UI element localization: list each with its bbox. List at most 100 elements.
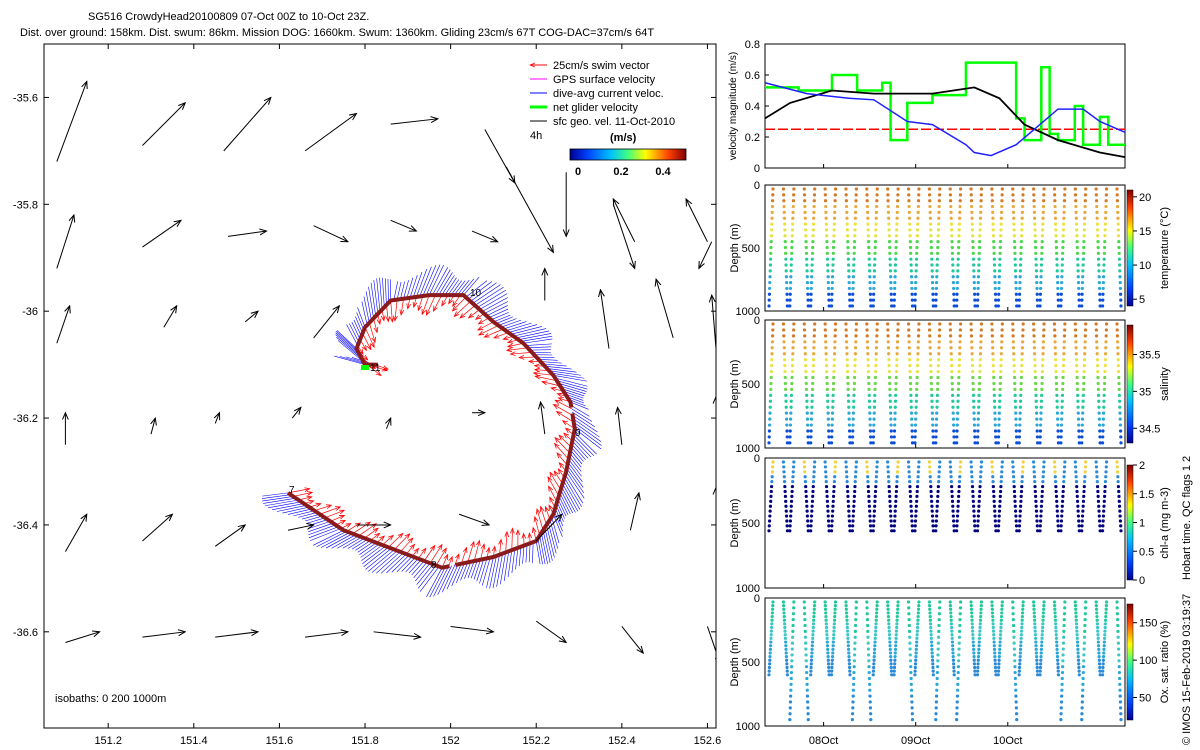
profile-point: [771, 607, 775, 611]
profile-point: [1053, 607, 1057, 611]
profile-point: [1060, 280, 1064, 285]
profile-point: [1019, 499, 1023, 503]
profile-point: [977, 269, 981, 273]
profile-point: [907, 606, 911, 610]
profile-point: [768, 399, 773, 403]
profile-point: [914, 504, 918, 508]
profile-point: [1074, 346, 1078, 350]
current-vector: [302, 513, 320, 520]
profile-point: [1034, 509, 1039, 513]
profile-point: [913, 286, 918, 291]
profile-point: [1081, 411, 1085, 415]
profile-point: [1060, 676, 1064, 681]
profile-point: [826, 286, 831, 291]
profile-point: [956, 504, 960, 508]
profile-point: [1056, 423, 1060, 427]
profile-point: [972, 405, 976, 409]
x-tick-label: 152.2: [522, 735, 550, 747]
current-vector: [417, 565, 437, 589]
profile-point: [788, 524, 792, 528]
profile-point: [889, 665, 893, 670]
profile-point: [1033, 352, 1037, 356]
profile-point: [832, 629, 836, 633]
profile-point: [823, 604, 827, 608]
profile-point: [916, 607, 921, 611]
current-vector: [540, 361, 562, 364]
profile-point: [993, 280, 997, 285]
profile-point: [1034, 387, 1038, 391]
current-vector: [470, 282, 497, 302]
profile-point: [1117, 665, 1121, 669]
profile-point: [1034, 245, 1038, 250]
profile-point: [1115, 322, 1119, 326]
profile-point: [782, 340, 786, 344]
profile-point: [790, 234, 794, 238]
profile-point: [868, 405, 872, 409]
swim-vector: [479, 325, 499, 334]
colorbar-label: chl-a (mg m-3): [1159, 487, 1171, 559]
profile-point: [931, 673, 935, 677]
profile-point: [853, 352, 857, 356]
profile-point: [950, 381, 954, 386]
profile-point: [973, 673, 977, 677]
title-line-2: Dist. over ground: 158km. Dist. swum: 86…: [20, 27, 654, 39]
profile-point: [783, 494, 788, 498]
current-vector: [568, 459, 582, 477]
profile-point: [804, 494, 808, 498]
profile-point: [955, 435, 959, 439]
profile-point: [1059, 429, 1063, 433]
profile-point: [830, 429, 834, 433]
profile-point: [952, 429, 956, 433]
profile-point: [1015, 529, 1019, 533]
profile-point: [830, 655, 835, 659]
profile-point: [894, 633, 898, 637]
geo-vector: [450, 625, 494, 631]
profile-point: [893, 519, 897, 523]
profile-point: [993, 665, 998, 670]
profile-point: [951, 651, 955, 655]
profile-point: [978, 625, 982, 630]
profile-point: [825, 633, 829, 637]
profile-point: [789, 399, 793, 403]
profile-point: [804, 240, 808, 244]
profile-point: [1053, 334, 1057, 338]
profile-point: [847, 519, 851, 523]
profile-point: [958, 340, 962, 344]
profile-point: [769, 257, 773, 261]
profile-point: [910, 298, 914, 302]
profile-point: [804, 375, 808, 380]
profile-point: [805, 263, 809, 267]
profile-point: [889, 429, 893, 433]
current-vector: [396, 556, 413, 572]
profile-point: [769, 234, 774, 238]
profile-point: [1035, 429, 1039, 433]
profile-point: [868, 706, 873, 710]
profile-point: [804, 364, 808, 368]
current-vector: [511, 548, 516, 574]
current-vector: [342, 536, 362, 549]
profile-point: [892, 292, 897, 296]
profile-point: [1101, 286, 1105, 291]
profile-point: [998, 393, 1002, 397]
profile-point: [785, 429, 789, 433]
profile-point: [1104, 600, 1109, 604]
profile-point: [957, 484, 961, 489]
profile-point: [1033, 633, 1038, 637]
current-vector: [416, 564, 434, 585]
profile-point: [1032, 475, 1037, 479]
profile-point: [1014, 286, 1018, 291]
profile-point: [1103, 484, 1107, 489]
profile-point: [812, 216, 816, 220]
profile-point: [791, 199, 796, 203]
profile-point: [852, 676, 856, 681]
profile-point: [934, 712, 938, 716]
profile-point: [1104, 465, 1108, 469]
profile-point: [809, 423, 813, 427]
profile-point: [802, 600, 806, 604]
profile-point: [1011, 346, 1016, 350]
geo-vector: [535, 514, 562, 542]
profile-point: [997, 524, 1001, 528]
profile-point: [788, 304, 792, 308]
profile-point: [1098, 524, 1102, 528]
profile-point: [930, 655, 934, 659]
